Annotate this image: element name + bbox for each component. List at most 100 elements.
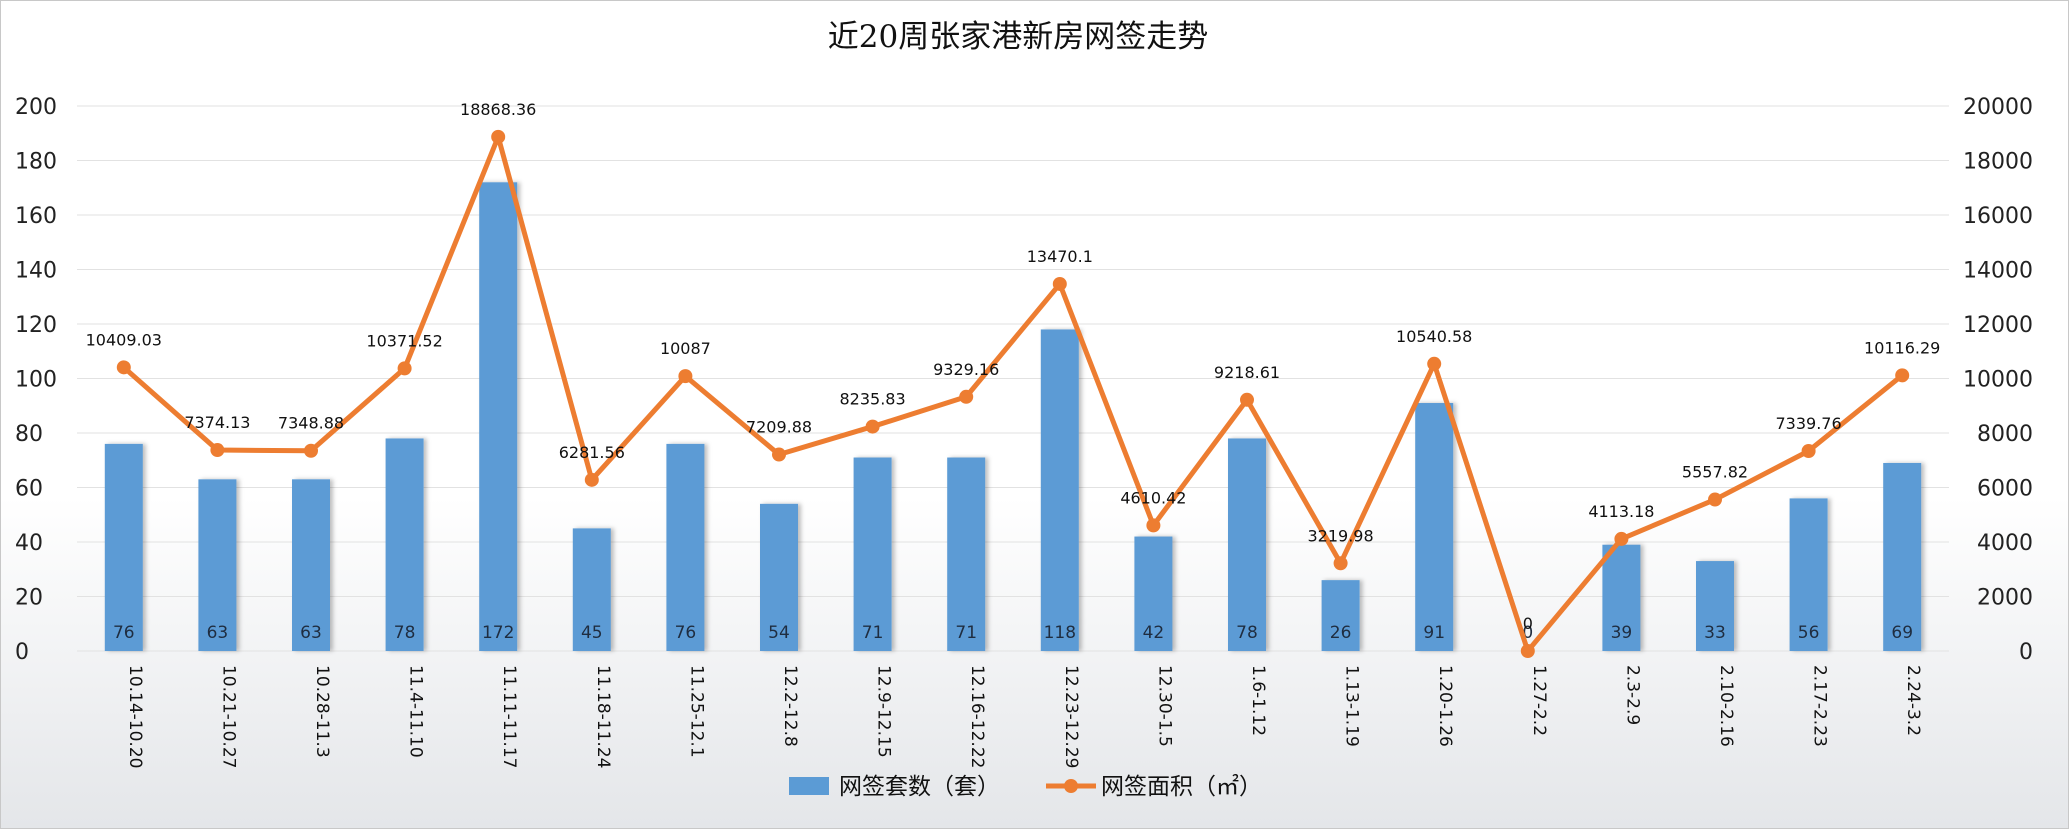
line-value-label: 6281.56 [559, 443, 625, 462]
line-value-label: 10371.52 [366, 331, 442, 350]
line-point [1520, 644, 1535, 658]
y-left-tick-label: 120 [15, 313, 57, 338]
y-axis-left: 0 20 40 60 80 100 120 140 160 180 200 [15, 95, 57, 665]
y-right-tick-label: 18000 [1963, 150, 2033, 175]
line-point [116, 360, 131, 375]
line-point [1801, 443, 1816, 458]
series-line [122, 134, 1904, 654]
legend-label-bars: 网签套数（套） [839, 774, 1000, 800]
line-point [959, 389, 974, 404]
bar [572, 528, 611, 651]
y-right-tick-label: 0 [2019, 640, 2033, 665]
line-value-label: 8235.83 [840, 390, 906, 409]
bar [947, 457, 986, 651]
bar [1789, 498, 1828, 651]
bar [1883, 462, 1922, 651]
x-tick-label: 12.2-12.8 [780, 665, 800, 747]
line-point [584, 472, 599, 487]
y-left-tick-label: 80 [15, 422, 43, 447]
line-point [1427, 356, 1442, 371]
bar-value-label: 78 [1236, 623, 1258, 643]
line-point [1052, 276, 1067, 291]
x-tick-label: 1.20-1.26 [1435, 665, 1455, 747]
bar [198, 479, 237, 651]
line-value-label: 0 [1523, 614, 1533, 633]
line-value-label: 4113.18 [1588, 502, 1654, 521]
bar-value-label: 71 [862, 623, 884, 643]
line-value-label: 13470.1 [1027, 247, 1093, 266]
bar-value-label: 71 [955, 623, 977, 643]
y-left-tick-label: 20 [15, 586, 43, 611]
x-tick-label: 2.17-2.23 [1810, 665, 1830, 747]
y-left-tick-label: 200 [15, 95, 57, 120]
bar-value-label: 56 [1798, 623, 1820, 643]
x-tick-label: 2.3-2.9 [1622, 665, 1642, 725]
legend: 网签套数（套） 网签面积（㎡） [789, 774, 1262, 800]
y-left-tick-label: 180 [15, 150, 57, 175]
line-point [1146, 518, 1161, 533]
bar-value-label: 33 [1704, 623, 1726, 643]
x-tick-label: 10.21-10.27 [218, 665, 238, 768]
bar-value-label: 69 [1891, 623, 1913, 643]
gridlines [77, 105, 1949, 652]
line-point [678, 369, 693, 384]
x-tick-label: 1.27-2.2 [1529, 665, 1549, 736]
bar-value-label: 63 [300, 623, 322, 643]
bar-value-label: 42 [1143, 623, 1165, 643]
y-left-tick-label: 40 [15, 531, 43, 556]
bar-value-label: 0 [1522, 623, 1533, 643]
x-tick-label: 1.6-1.12 [1248, 665, 1268, 736]
bar [385, 438, 424, 651]
y-right-tick-label: 2000 [1977, 586, 2033, 611]
chart-title: 近20周张家港新房网签走势 [828, 19, 1208, 55]
legend-marker-line [1064, 779, 1078, 793]
legend-swatch-bars [789, 777, 829, 795]
line-value-label: 4610.42 [1120, 488, 1186, 507]
y-right-tick-label: 6000 [1977, 477, 2033, 502]
x-tick-label: 12.30-1.5 [1154, 665, 1174, 747]
y-left-tick-label: 0 [15, 640, 29, 665]
bar [1040, 329, 1079, 651]
x-tick-label: 12.23-12.29 [1061, 665, 1081, 768]
line-point [397, 361, 412, 376]
x-tick-label: 1.13-1.19 [1342, 665, 1362, 747]
x-tick-label: 11.18-11.24 [593, 665, 613, 768]
bar [1602, 544, 1641, 651]
bar-value-label: 172 [482, 623, 514, 643]
y-axis-right: 0 2000 4000 6000 8000 10000 12000 14000 16000 180… [1963, 95, 2033, 665]
y-right-tick-label: 20000 [1963, 95, 2033, 120]
y-right-tick-label: 12000 [1963, 313, 2033, 338]
bar-value-label: 39 [1611, 623, 1633, 643]
line-point [772, 447, 786, 462]
bar-value-label: 91 [1423, 623, 1445, 643]
x-tick-label: 12.9-12.15 [874, 665, 894, 758]
x-tick-label: 11.4-11.10 [406, 665, 426, 758]
y-left-tick-label: 140 [15, 259, 57, 284]
x-tick-label: 2.10-2.16 [1716, 665, 1736, 747]
bar-value-label: 45 [581, 623, 603, 643]
line-point [1708, 492, 1722, 507]
x-tick-label: 11.11-11.17 [499, 665, 519, 768]
line-value-label: 9218.61 [1214, 363, 1280, 382]
bar-series: 76 63 63 78 172 45 76 54 71 71 118 42 78 26 91 0 39 33 56 6… [104, 182, 1922, 652]
bar-value-label: 118 [1044, 623, 1076, 643]
bar [1134, 536, 1173, 651]
y-left-tick-label: 60 [15, 477, 43, 502]
x-tick-label: 10.14-10.20 [125, 665, 145, 768]
line-value-label: 3219.98 [1308, 526, 1374, 545]
line-point [1333, 556, 1348, 571]
x-tick-label: 11.25-12.1 [686, 665, 706, 758]
x-tick-label: 2.24-3.2 [1903, 665, 1923, 736]
bar-value-label: 26 [1330, 623, 1352, 643]
bar-value-label: 63 [207, 623, 229, 643]
x-tick-label: 10.28-11.3 [312, 665, 332, 758]
bar [1321, 580, 1360, 651]
line-point [1240, 392, 1254, 407]
line-point [304, 443, 318, 458]
bar [104, 443, 143, 651]
y-right-tick-label: 4000 [1977, 531, 2033, 556]
line-value-label: 10087 [660, 339, 711, 358]
line-point [210, 443, 225, 458]
